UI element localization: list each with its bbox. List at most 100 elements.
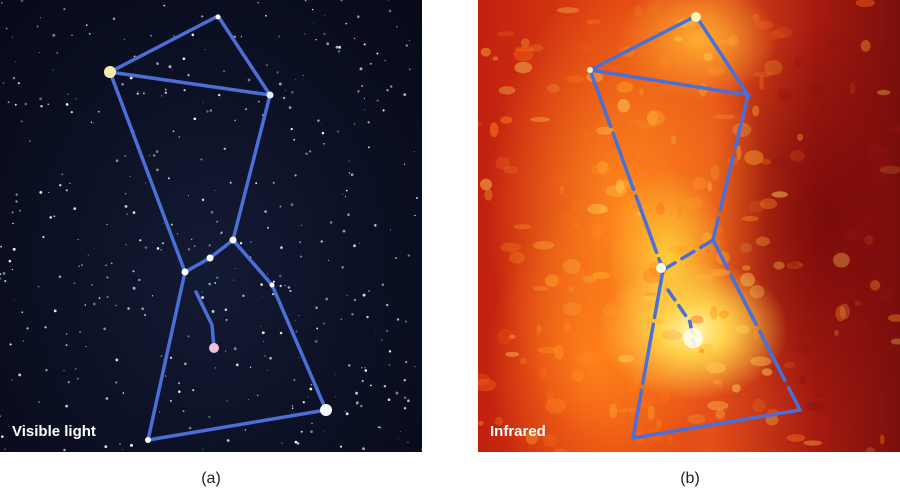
background-star: [156, 168, 159, 172]
background-star: [266, 64, 268, 67]
background-star: [155, 150, 159, 153]
background-star: [160, 249, 162, 251]
background-star: [138, 278, 141, 282]
background-star: [7, 101, 10, 104]
dust-clump: [537, 346, 558, 354]
background-star: [0, 278, 2, 280]
background-star: [71, 34, 73, 36]
dust-clump: [879, 434, 885, 445]
dust-clump: [683, 197, 704, 210]
background-star: [291, 90, 294, 94]
dust-clump: [894, 0, 899, 17]
orion-left-side: [108, 70, 187, 442]
background-star: [214, 367, 217, 369]
background-star: [201, 291, 203, 293]
background-star: [133, 55, 136, 58]
dust-clump: [605, 184, 627, 197]
dust-clump: [838, 341, 847, 350]
background-star: [104, 445, 108, 449]
background-star: [63, 448, 66, 452]
dust-clump: [824, 40, 839, 45]
dust-clump: [815, 393, 828, 398]
background-star: [26, 327, 29, 330]
background-star: [364, 109, 366, 111]
background-star: [225, 350, 227, 352]
background-star: [202, 448, 204, 450]
background-star: [266, 369, 268, 371]
visible-light-image: Visible light: [0, 0, 422, 452]
background-star: [136, 92, 139, 95]
background-star: [348, 172, 351, 174]
background-star: [240, 35, 243, 38]
background-star: [184, 362, 187, 366]
dust-clump: [804, 119, 821, 126]
dust-clump: [617, 98, 630, 113]
dust-clump: [736, 145, 742, 161]
background-star: [226, 439, 230, 442]
background-star: [361, 366, 363, 369]
dust-clump: [578, 312, 598, 321]
background-star: [210, 210, 214, 214]
dust-clump: [647, 405, 655, 421]
background-star: [208, 244, 211, 247]
dust-clump: [478, 420, 484, 426]
dust-clump: [602, 304, 618, 317]
dust-clump: [888, 314, 900, 322]
dust-clump: [803, 348, 808, 355]
background-star: [233, 279, 235, 281]
dust-clump: [835, 305, 846, 322]
background-star: [106, 276, 109, 279]
dust-clump: [835, 243, 856, 249]
dust-clump: [844, 229, 865, 241]
dust-clump: [770, 157, 786, 169]
dust-clump: [869, 205, 874, 214]
background-star: [1, 435, 4, 438]
dust-clump: [873, 158, 896, 167]
background-star: [291, 407, 294, 410]
dust-clump: [625, 149, 637, 163]
background-star: [124, 154, 127, 157]
dust-clump: [696, 274, 713, 280]
background-star: [327, 259, 329, 261]
dust-clump: [513, 224, 532, 230]
dust-clump: [712, 380, 723, 385]
background-star: [15, 193, 18, 196]
background-star: [178, 136, 181, 138]
background-star: [193, 245, 196, 247]
background-star: [299, 255, 303, 258]
dust-clump: [864, 280, 884, 288]
dust-clump: [587, 204, 607, 215]
background-star: [235, 363, 239, 367]
background-star: [2, 82, 5, 84]
background-star: [129, 76, 133, 80]
dust-clump: [646, 110, 665, 126]
dust-clump: [568, 286, 574, 292]
background-star: [395, 391, 399, 395]
dust-clump: [615, 179, 625, 194]
background-star: [208, 415, 211, 418]
background-star: [388, 9, 392, 13]
background-star: [290, 203, 294, 207]
background-star: [284, 90, 286, 92]
background-star: [229, 181, 232, 184]
background-star: [63, 369, 65, 372]
background-star: [15, 200, 18, 203]
background-star: [302, 401, 305, 404]
dust-clump: [809, 141, 818, 157]
dust-clump: [876, 89, 891, 96]
background-star: [374, 224, 377, 227]
dust-clump: [717, 378, 724, 389]
dust-clump: [503, 166, 518, 174]
background-star: [289, 289, 292, 293]
background-star: [279, 284, 282, 288]
dust-clump: [545, 274, 560, 287]
background-star: [137, 90, 139, 92]
background-star: [142, 92, 145, 95]
dust-clump: [750, 356, 772, 367]
background-star: [334, 396, 336, 398]
background-star: [356, 403, 358, 405]
dust-clump: [656, 202, 665, 215]
dust-clump: [629, 95, 645, 104]
background-star: [376, 99, 379, 102]
dust-clump: [597, 161, 609, 174]
